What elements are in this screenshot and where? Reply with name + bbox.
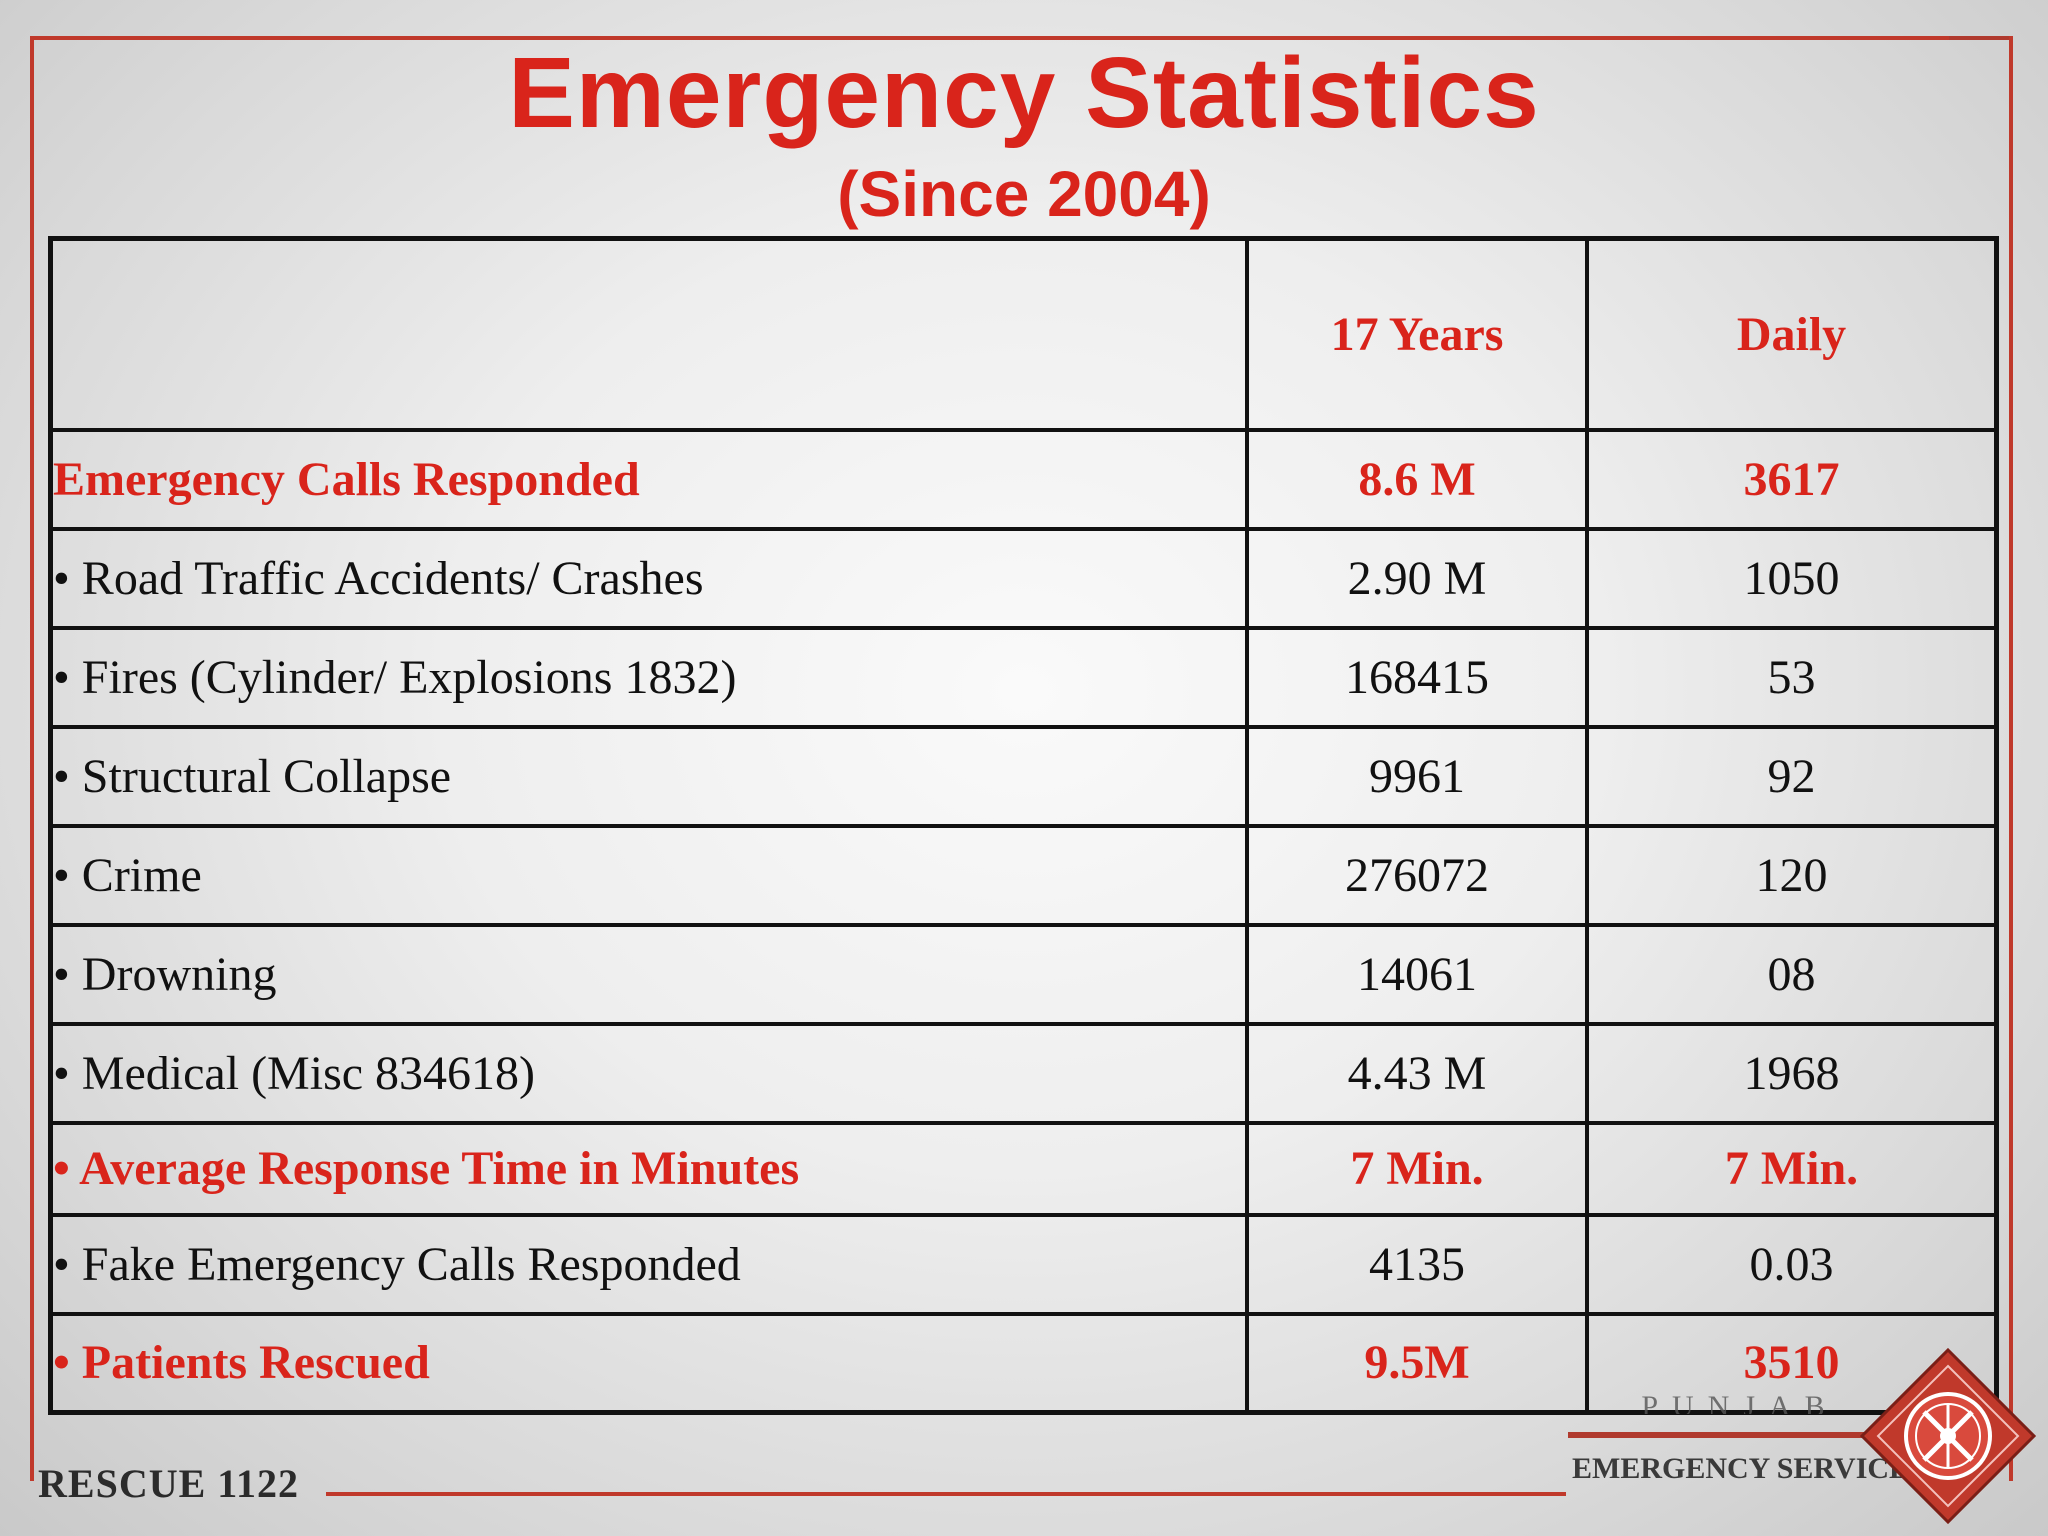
row-value-years: 8.6 M: [1245, 427, 1589, 531]
header-label-cell: [48, 236, 1250, 432]
row-label: Emergency Calls Responded: [48, 427, 1250, 531]
table-row: • Drowning 14061 08: [48, 922, 1999, 1026]
statistics-table: 17 Years Daily Emergency Calls Responded…: [48, 236, 1999, 1415]
row-value-years: 14061: [1245, 922, 1589, 1026]
row-value-daily: 92: [1584, 724, 1999, 828]
footer-rescue-label: RESCUE 1122: [38, 1461, 300, 1506]
table-row: • Structural Collapse 9961 92: [48, 724, 1999, 828]
row-value-years: 7 Min.: [1245, 1120, 1589, 1217]
footer-divider: [326, 1492, 1566, 1496]
table-row: Emergency Calls Responded 8.6 M 3617: [48, 427, 1999, 531]
row-label: • Crime: [48, 823, 1250, 927]
row-value-years: 9961: [1245, 724, 1589, 828]
brand-divider: [1568, 1432, 1898, 1438]
table-row: • Average Response Time in Minutes 7 Min…: [48, 1120, 1999, 1217]
row-value-daily: 08: [1584, 922, 1999, 1026]
page-title: Emergency Statistics: [508, 37, 1540, 149]
table-row: • Fake Emergency Calls Responded 4135 0.…: [48, 1212, 1999, 1316]
row-value-years: 168415: [1245, 625, 1589, 729]
row-label: • Patients Rescued: [48, 1311, 1250, 1415]
table-row: • Patients Rescued 9.5M 3510: [48, 1311, 1999, 1415]
row-value-years: 4135: [1245, 1212, 1589, 1316]
header-daily: Daily: [1584, 236, 1999, 432]
row-value-daily: 7 Min.: [1584, 1120, 1999, 1217]
row-label: • Fires (Cylinder/ Explosions 1832): [48, 625, 1250, 729]
row-label: • Road Traffic Accidents/ Crashes: [48, 526, 1250, 630]
header-17-years: 17 Years: [1245, 236, 1589, 432]
row-value-daily: 1968: [1584, 1021, 1999, 1125]
row-value-daily: 0.03: [1584, 1212, 1999, 1316]
row-value-daily: 1050: [1584, 526, 1999, 630]
slide-frame: [30, 36, 2013, 1481]
row-label: • Average Response Time in Minutes: [48, 1120, 1250, 1217]
table-row: • Crime 276072 120: [48, 823, 1999, 927]
table-row: • Road Traffic Accidents/ Crashes 2.90 M…: [48, 526, 1999, 630]
page-subtitle: (Since 2004): [837, 158, 1211, 230]
brand-name-text: EMERGENCY SERVICE: [1572, 1452, 1910, 1485]
row-label: • Medical (Misc 834618): [48, 1021, 1250, 1125]
rescue-emblem-icon: [1859, 1347, 2037, 1525]
row-label: • Drowning: [48, 922, 1250, 1026]
table-row: • Medical (Misc 834618) 4.43 M 1968: [48, 1021, 1999, 1125]
row-value-daily: 120: [1584, 823, 1999, 927]
table-header-row: 17 Years Daily: [48, 236, 1999, 432]
row-label: • Structural Collapse: [48, 724, 1250, 828]
row-value-daily: 53: [1584, 625, 1999, 729]
row-value-years: 9.5M: [1245, 1311, 1589, 1415]
table-row: • Fires (Cylinder/ Explosions 1832) 1684…: [48, 625, 1999, 729]
row-label: • Fake Emergency Calls Responded: [48, 1212, 1250, 1316]
row-value-daily: 3617: [1584, 427, 1999, 531]
row-value-years: 2.90 M: [1245, 526, 1589, 630]
row-value-years: 276072: [1245, 823, 1589, 927]
brand-region-text: PUNJAB: [1641, 1390, 1839, 1414]
row-value-years: 4.43 M: [1245, 1021, 1589, 1125]
frame-accent: [1949, 36, 2009, 40]
